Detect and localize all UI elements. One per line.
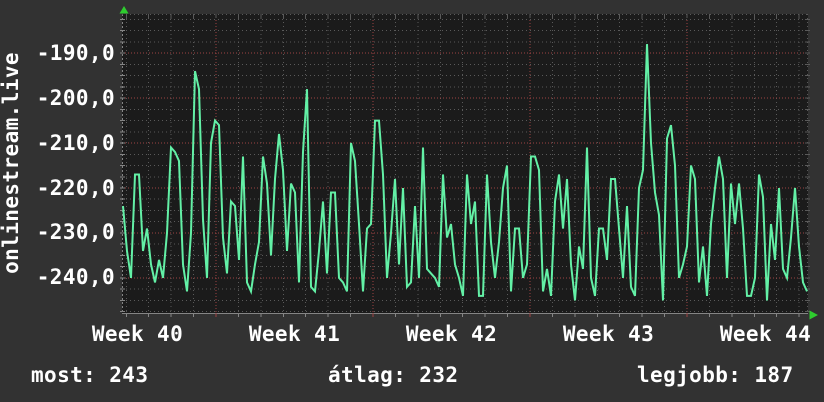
y-axis-label: -220,0 [36,176,115,200]
x-axis-label: Week 42 [405,322,498,346]
stat-atlag: átlag: 232 [328,363,459,387]
y-axis-label: -240,0 [36,265,115,289]
x-axis-label: Week 41 [248,322,341,346]
x-axis-label: Week 43 [562,322,655,346]
y-axis-label: -200,0 [36,86,115,110]
y-axis-label: -210,0 [36,131,115,155]
right-arrow-icon [809,310,818,320]
stat-most: most: 243 [31,363,149,387]
data-line [122,44,808,301]
x-axis-label: Week 40 [91,322,184,346]
y-axis-label: -190,0 [36,41,115,65]
up-arrow-icon [119,6,129,14]
stat-legjobb: legjobb: 187 [637,363,794,387]
y-axis-label: -230,0 [36,220,115,244]
x-axis-label: Week 44 [719,322,812,346]
